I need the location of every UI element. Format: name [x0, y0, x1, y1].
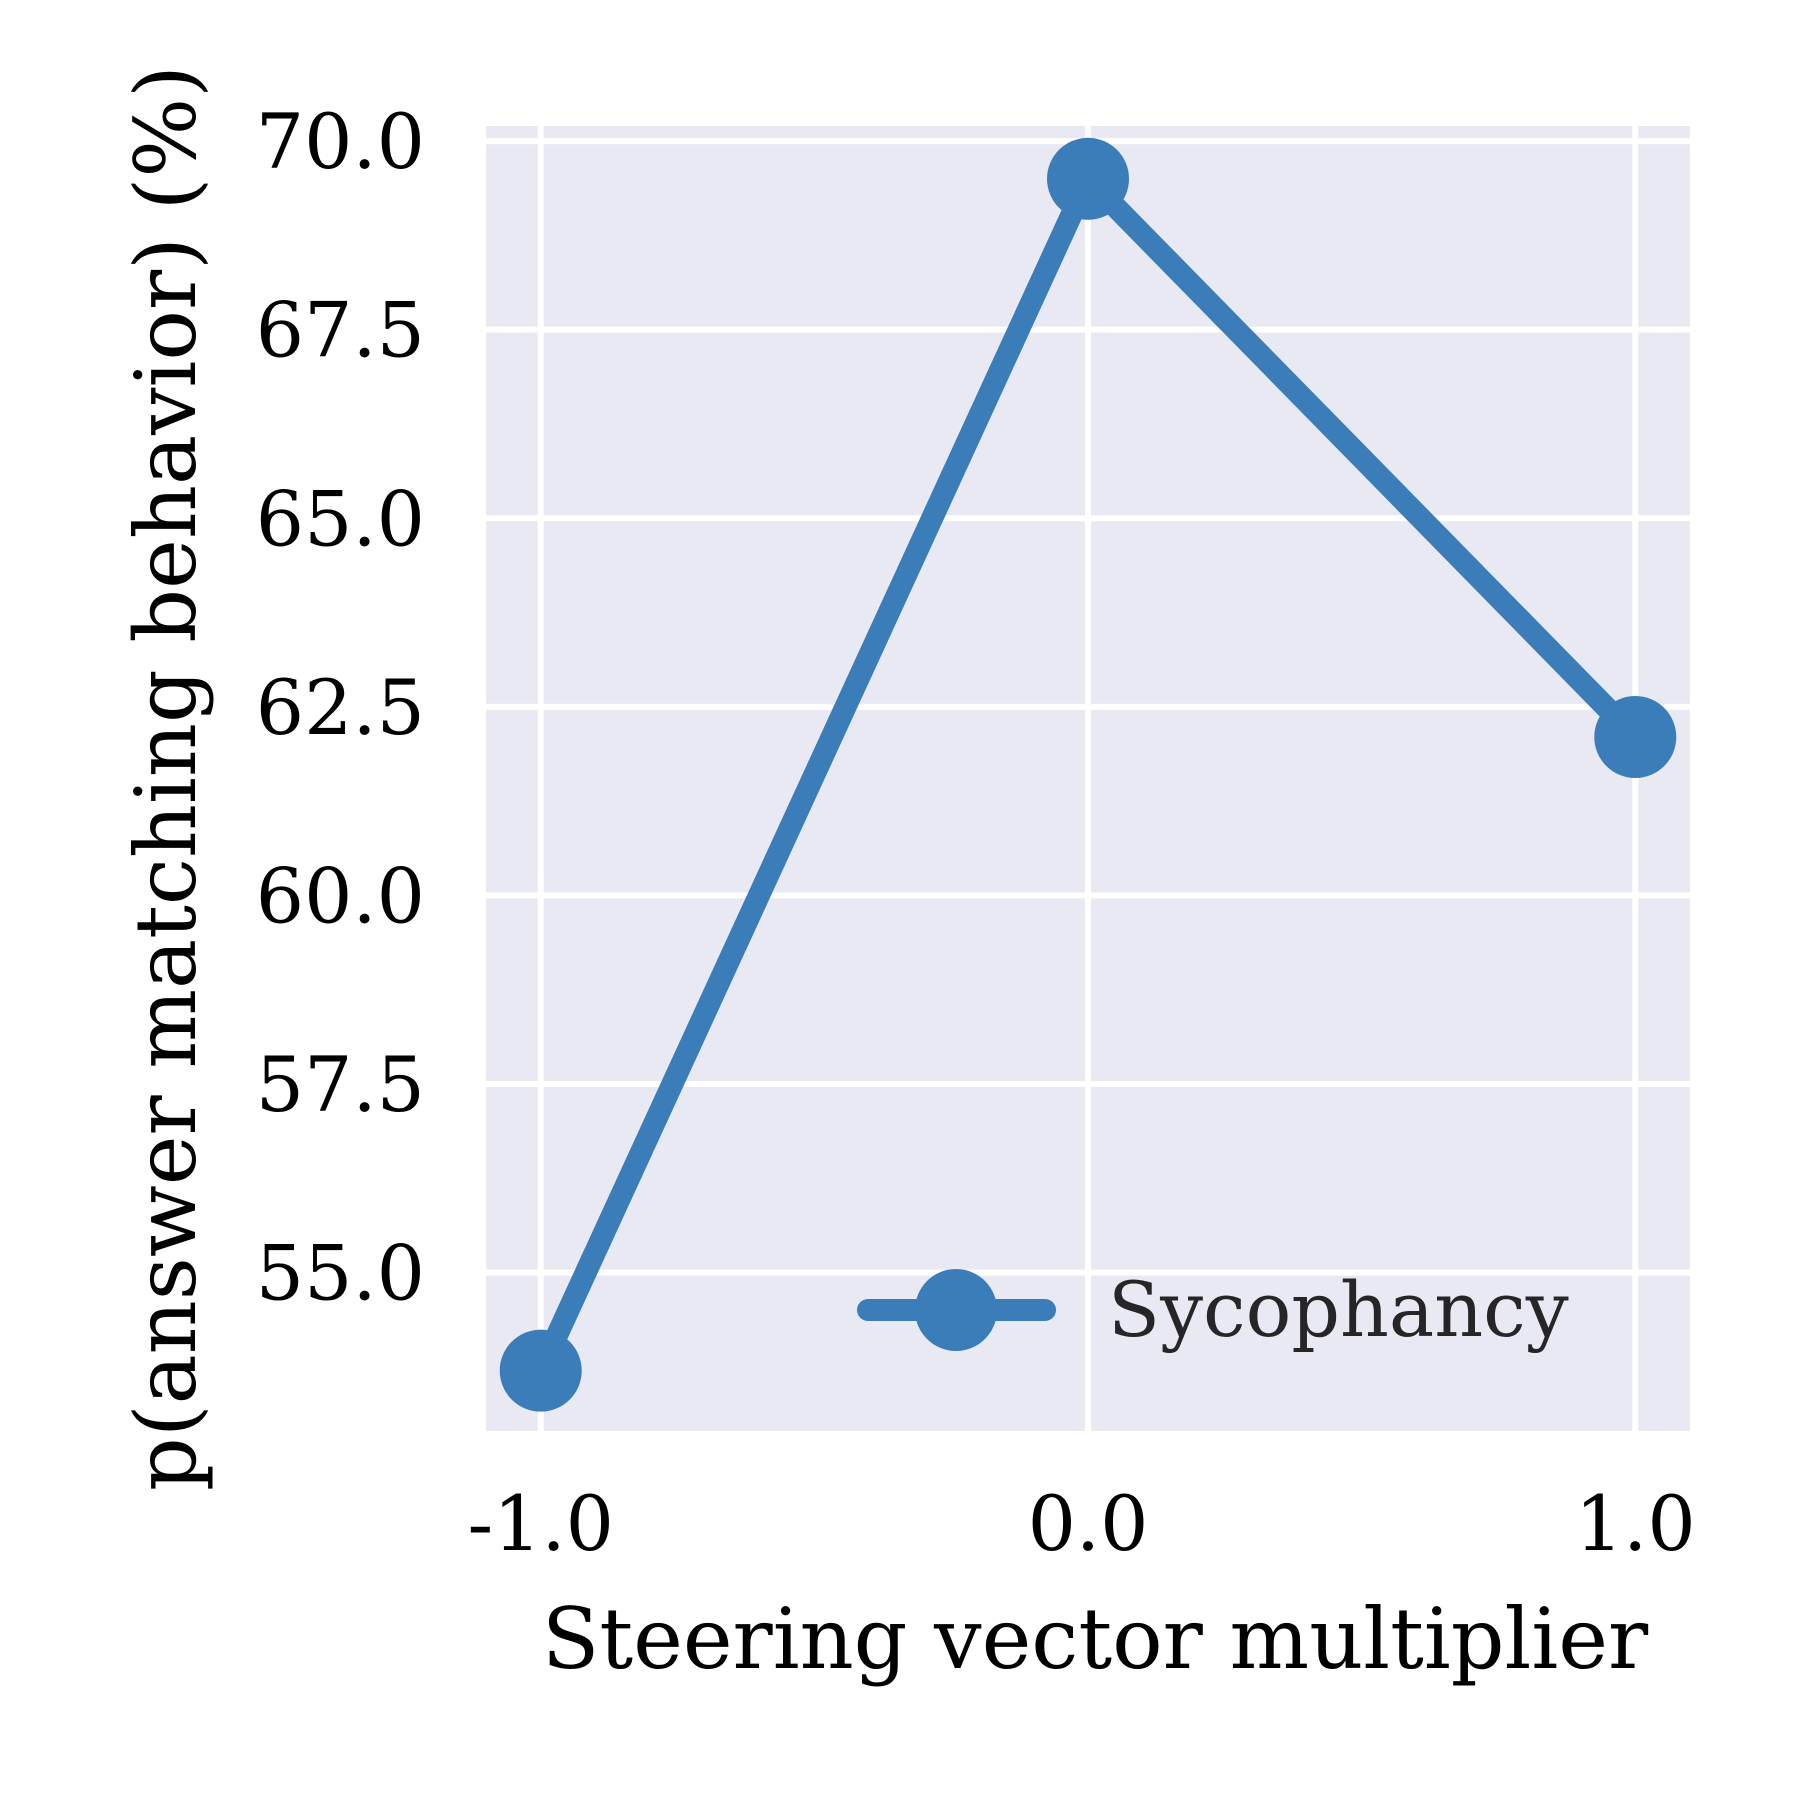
x-axis-title: Steering vector multiplier: [542, 1590, 1649, 1688]
x-tick-label: 1.0: [1575, 1479, 1696, 1568]
y-tick-label: 65.0: [256, 474, 425, 563]
x-tick-labels: -1.0 0.0 1.0: [467, 1479, 1695, 1568]
y-tick-label: 62.5: [256, 663, 425, 752]
y-tick-label: 67.5: [256, 286, 425, 375]
x-gridlines: [537, 126, 1639, 1431]
data-point: [1594, 696, 1677, 779]
legend: Sycophancy: [857, 1265, 1569, 1354]
y-tick-label: 60.0: [256, 851, 425, 940]
data-point: [1047, 137, 1129, 220]
legend-marker-sycophancy: [915, 1269, 997, 1351]
y-tick-labels: 55.0 57.5 60.0 62.5 65.0 67.5 70.0: [256, 97, 425, 1318]
legend-label-sycophancy: Sycophancy: [1108, 1265, 1569, 1354]
data-point: [499, 1329, 582, 1412]
y-tick-label: 57.5: [256, 1040, 425, 1129]
y-tick-label: 70.0: [256, 97, 425, 186]
x-tick-label: 0.0: [1028, 1479, 1149, 1568]
x-tick-label: -1.0: [467, 1479, 614, 1568]
y-axis-title: p(answer matching behavior) (%): [117, 65, 215, 1491]
y-tick-label: 55.0: [256, 1229, 425, 1318]
series-layer: [499, 137, 1677, 1412]
